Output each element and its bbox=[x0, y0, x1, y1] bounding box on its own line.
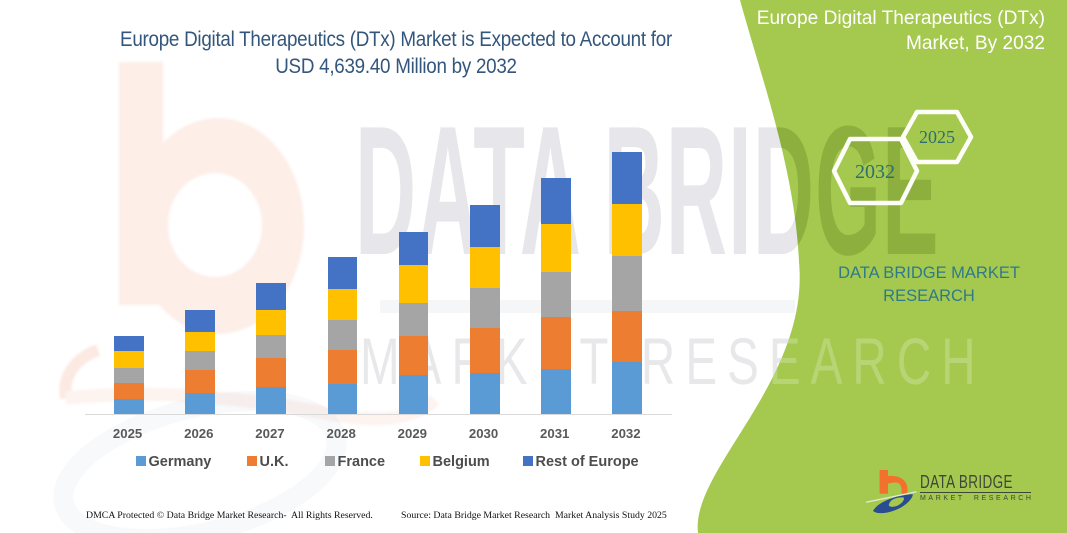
svg-text:2032: 2032 bbox=[855, 161, 895, 183]
svg-text:2025: 2025 bbox=[919, 127, 955, 147]
